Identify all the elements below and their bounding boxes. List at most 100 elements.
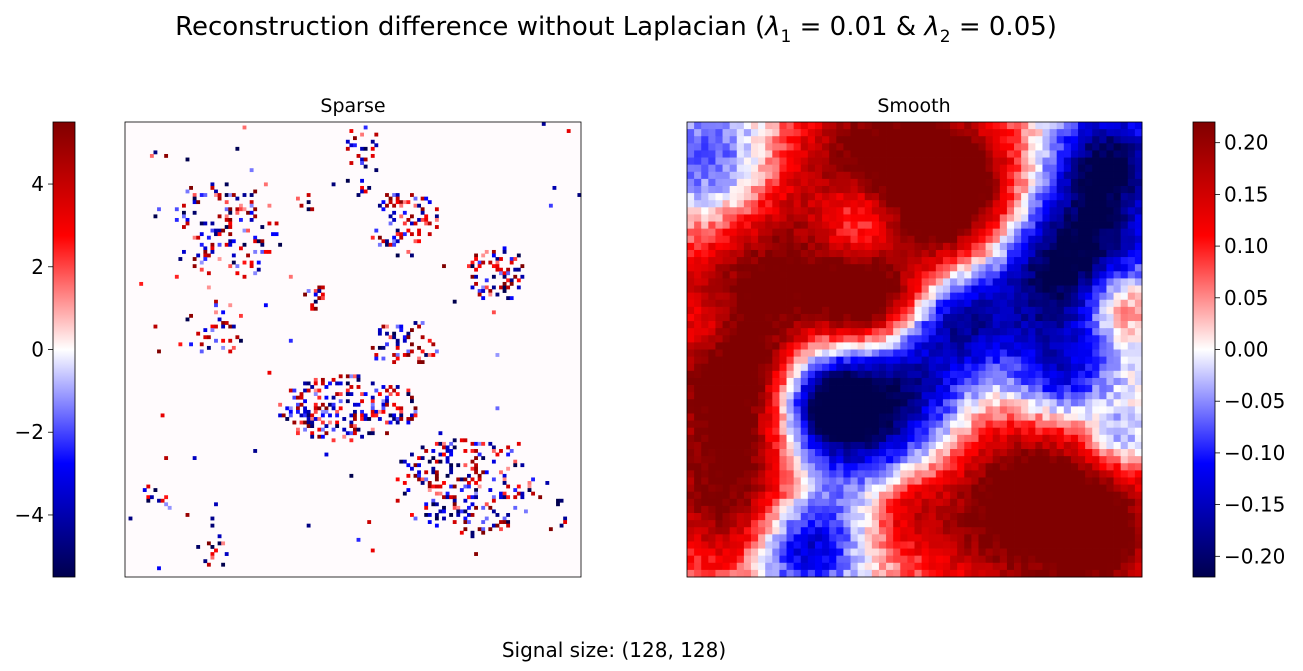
heatmap-cell bbox=[750, 122, 759, 130]
heatmap-cell bbox=[1099, 122, 1107, 130]
heatmap-cell bbox=[999, 292, 1008, 301]
heatmap-cell bbox=[363, 146, 368, 151]
heatmap-cell bbox=[964, 150, 972, 158]
heatmap-cell bbox=[914, 257, 923, 265]
heatmap-cell bbox=[750, 498, 759, 507]
heatmap-cell bbox=[914, 420, 923, 429]
heatmap-cell bbox=[1120, 129, 1129, 137]
heatmap-cell bbox=[843, 449, 851, 457]
heatmap-cell bbox=[687, 335, 695, 343]
heatmap-cell bbox=[1028, 363, 1036, 372]
heatmap-cell bbox=[1085, 193, 1093, 201]
heatmap-cell bbox=[1049, 385, 1058, 393]
heatmap-cell bbox=[942, 271, 951, 279]
heatmap-cell bbox=[1127, 271, 1136, 279]
heatmap-cell bbox=[1056, 392, 1065, 400]
heatmap-cell bbox=[1085, 221, 1093, 230]
heatmap-cell bbox=[750, 520, 759, 528]
heatmap-cell bbox=[353, 427, 357, 432]
heatmap-cell bbox=[758, 164, 766, 173]
heatmap-cell bbox=[992, 555, 1001, 564]
heatmap-cell bbox=[1042, 193, 1050, 201]
heatmap-cell bbox=[1063, 377, 1072, 386]
heatmap-cell bbox=[370, 548, 375, 553]
heatmap-cell bbox=[1021, 356, 1029, 365]
heatmap-cell bbox=[1014, 185, 1022, 194]
heatmap-cell bbox=[1049, 157, 1058, 166]
heatmap-cell bbox=[687, 370, 695, 379]
heatmap-cell bbox=[1042, 513, 1050, 521]
heatmap-cell bbox=[886, 299, 894, 308]
heatmap-cell bbox=[999, 136, 1008, 144]
heatmap-cell bbox=[217, 242, 222, 247]
heatmap-cell bbox=[694, 313, 702, 322]
heatmap-cell bbox=[807, 214, 816, 222]
heatmap-cell bbox=[878, 413, 887, 421]
heatmap-cell bbox=[577, 193, 582, 197]
heatmap-cell bbox=[957, 413, 965, 421]
heatmap-cell bbox=[878, 527, 887, 535]
heatmap-cell bbox=[900, 569, 908, 578]
heatmap-cell bbox=[864, 178, 873, 187]
heatmap-cell bbox=[743, 377, 752, 386]
heatmap-cell bbox=[1085, 171, 1093, 180]
heatmap-cell bbox=[1035, 292, 1043, 301]
heatmap-cell bbox=[772, 505, 780, 514]
heatmap-cell bbox=[1106, 505, 1114, 514]
heatmap-cell bbox=[829, 569, 837, 578]
heatmap-cell bbox=[836, 136, 844, 144]
heatmap-cell bbox=[1134, 157, 1143, 166]
heatmap-cell bbox=[1035, 356, 1043, 365]
heatmap-cell bbox=[843, 363, 851, 372]
heatmap-cell bbox=[850, 569, 859, 578]
heatmap-cell bbox=[772, 321, 780, 329]
heatmap-cell bbox=[1078, 562, 1086, 571]
heatmap-cell bbox=[822, 399, 830, 407]
heatmap-cell bbox=[192, 257, 197, 261]
heatmap-cell bbox=[1028, 399, 1036, 407]
heatmap-cell bbox=[736, 569, 745, 578]
heatmap-cell bbox=[971, 242, 979, 251]
heatmap-cell bbox=[971, 306, 979, 315]
heatmap-cell bbox=[1078, 335, 1086, 343]
heatmap-cell bbox=[914, 434, 923, 443]
heatmap-cell bbox=[694, 498, 702, 507]
heatmap-cell bbox=[900, 122, 908, 130]
heatmap-cell bbox=[921, 299, 930, 308]
heatmap-cell bbox=[843, 569, 851, 578]
heatmap-cell bbox=[1120, 335, 1129, 343]
heatmap-cell bbox=[907, 150, 915, 158]
heatmap-cell bbox=[708, 413, 716, 421]
heatmap-cell bbox=[395, 498, 400, 503]
heatmap-cell bbox=[822, 157, 830, 166]
heatmap-cell bbox=[822, 356, 830, 365]
heatmap-cell bbox=[1028, 484, 1036, 493]
heatmap-cell bbox=[921, 477, 930, 485]
heatmap-cell bbox=[1035, 562, 1043, 571]
heatmap-cell bbox=[1028, 321, 1036, 329]
heatmap-cell bbox=[843, 242, 851, 251]
heatmap-cell bbox=[999, 313, 1008, 322]
heatmap-cell bbox=[708, 356, 716, 365]
heatmap-cell bbox=[1120, 534, 1129, 542]
heatmap-cell bbox=[900, 185, 908, 194]
heatmap-cell bbox=[1106, 122, 1114, 130]
heatmap-cell bbox=[935, 264, 944, 272]
heatmap-cell bbox=[1106, 513, 1114, 521]
heatmap-cell bbox=[1014, 235, 1022, 244]
heatmap-cell bbox=[950, 228, 958, 237]
heatmap-cell bbox=[1099, 164, 1107, 173]
heatmap-cell bbox=[1049, 477, 1058, 485]
heatmap-cell bbox=[850, 555, 859, 564]
heatmap-cell bbox=[942, 420, 951, 429]
heatmap-cell bbox=[1078, 171, 1086, 180]
heatmap-cell bbox=[928, 200, 937, 208]
heatmap-cell bbox=[360, 146, 364, 151]
heatmap-cell bbox=[729, 555, 738, 564]
heatmap-cell bbox=[814, 235, 823, 244]
heatmap-cell bbox=[886, 534, 894, 542]
heatmap-cell bbox=[317, 417, 322, 421]
heatmap-cell bbox=[1078, 377, 1086, 386]
heatmap-cell bbox=[1078, 306, 1086, 315]
heatmap-cell bbox=[1099, 271, 1107, 279]
